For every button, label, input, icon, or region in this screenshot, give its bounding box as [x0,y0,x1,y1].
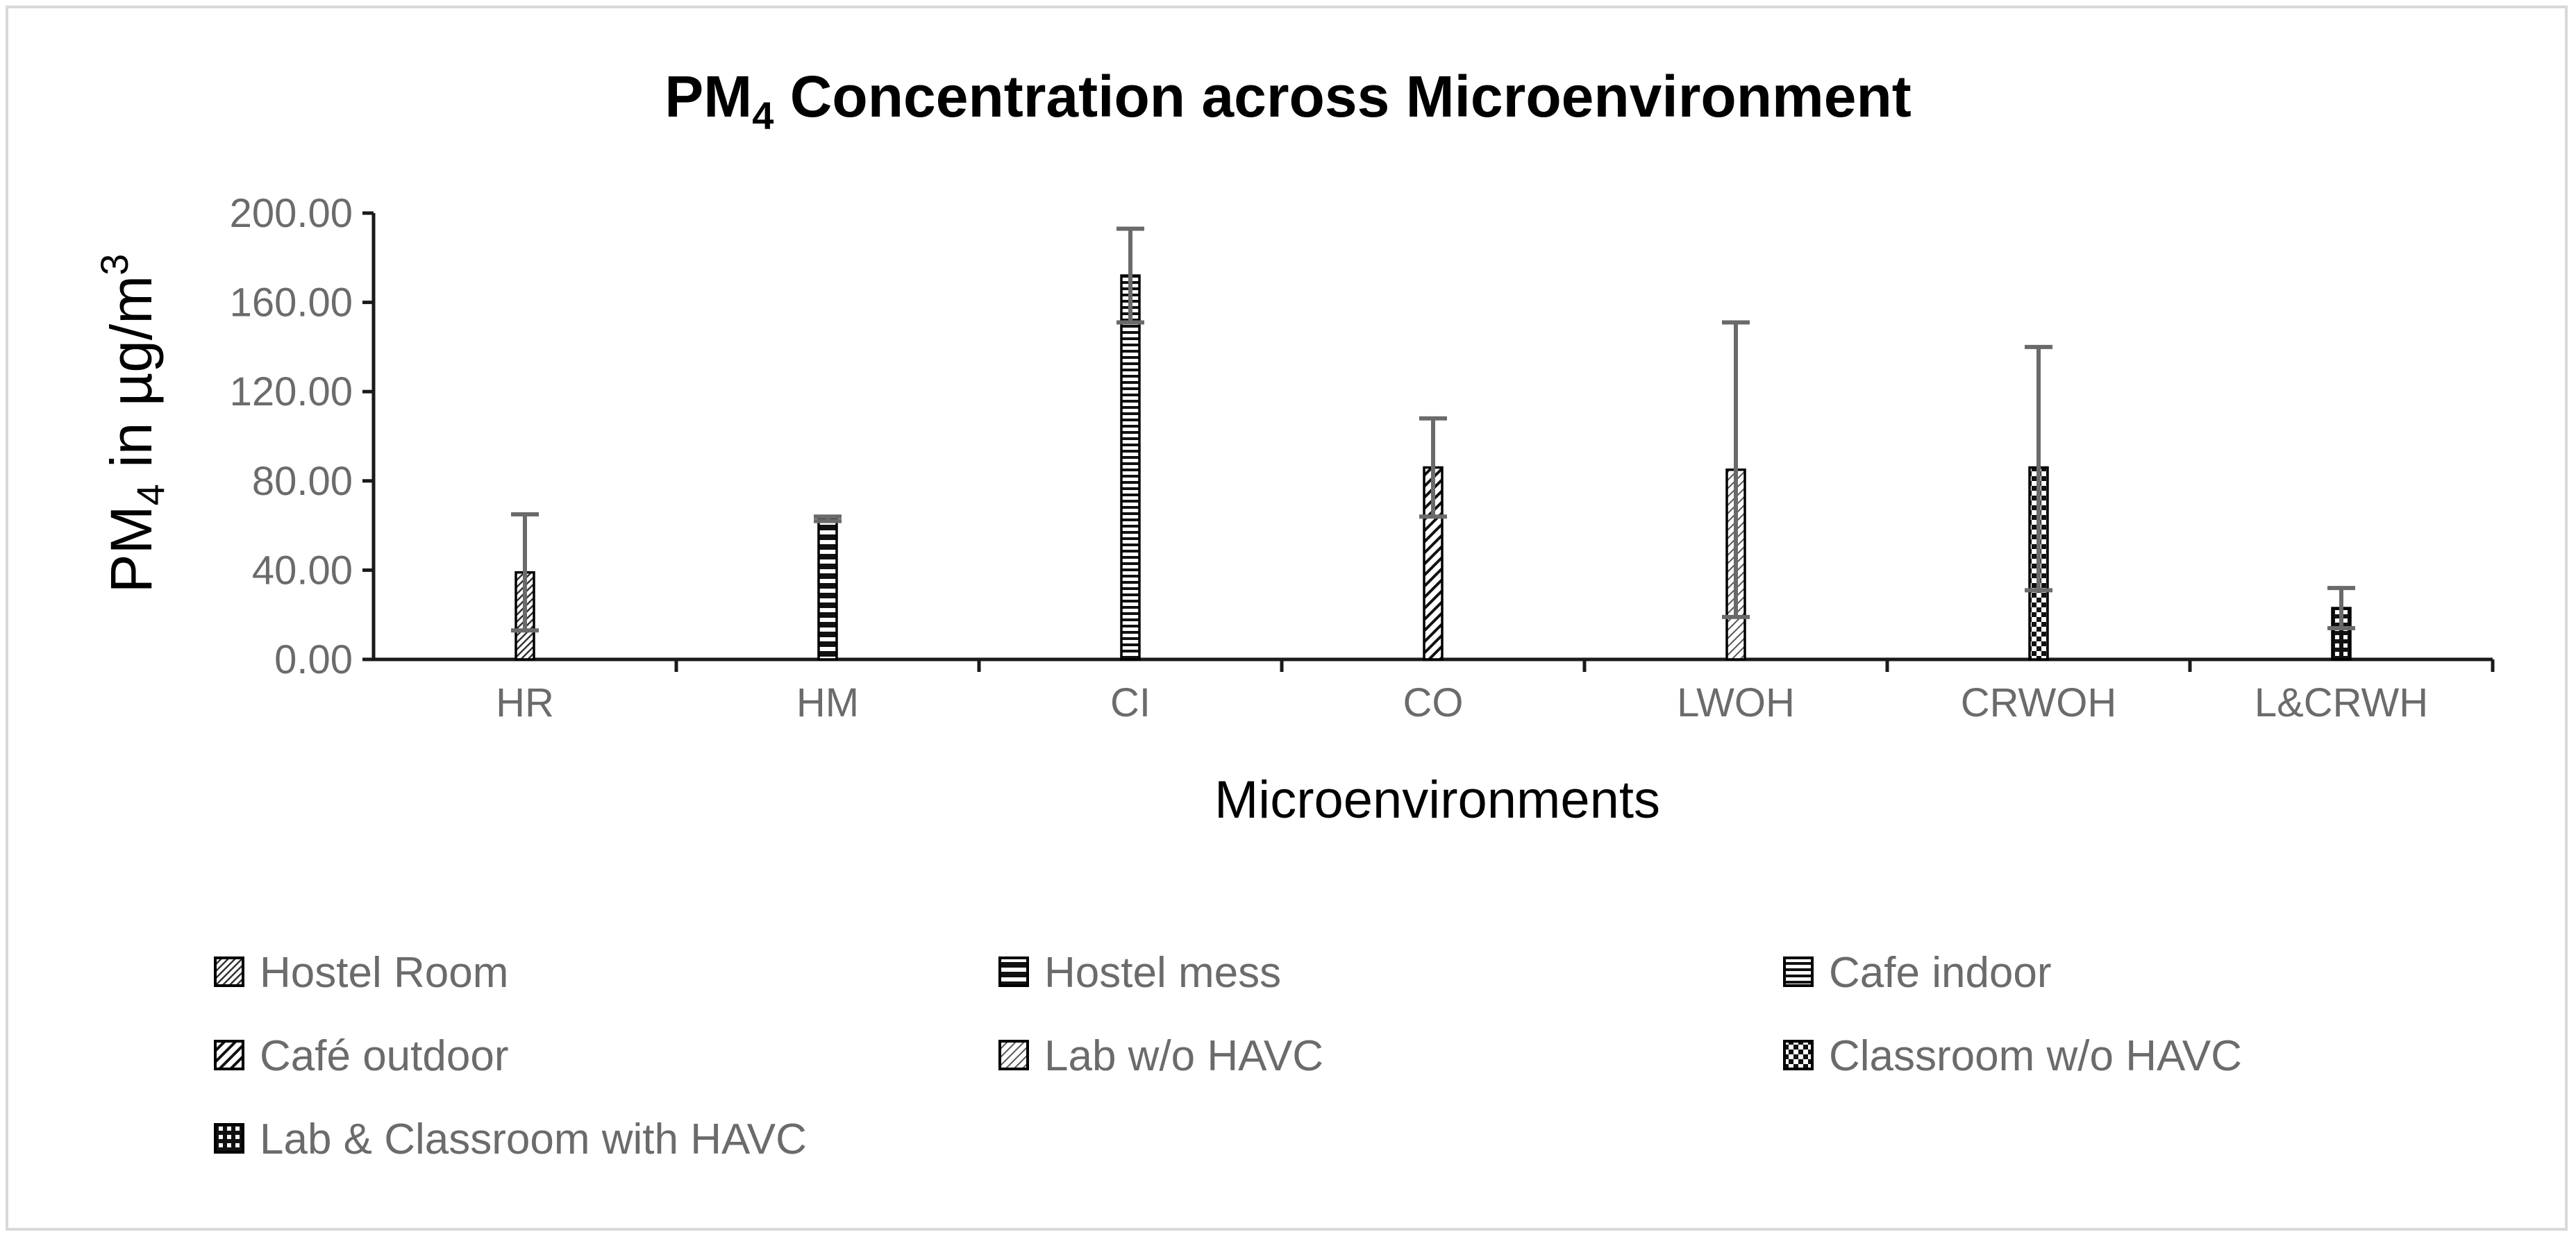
y-ticks: 0.00 40.00 80.00 120.00 160.00 200.00 [230,191,374,682]
legend-label: Lab w/o HAVC [1044,1032,1323,1080]
x-tick-label: HM [796,680,859,725]
y-tick-label: 160.00 [230,280,353,326]
error-bars [511,226,2355,633]
y-axis-label-main: PM [99,505,164,593]
legend-swatch [1783,956,1814,987]
x-tick-label: HR [496,680,554,725]
y-tick-label: 120.00 [230,369,353,414]
legend: Hostel Room Hostel mess Cafe indoor Café ou… [214,949,2242,1163]
legend-swatch [998,956,1029,987]
x-tick-label: L&CRWH [2255,680,2428,725]
x-tick-label: LWOH [1677,680,1795,725]
y-axis-label-subscript: 4 [128,484,172,505]
x-tick-label: CO [1403,680,1464,725]
y-tick-label: 0.00 [274,637,353,682]
chart-title: PM4 Concentration across Microenvironmen… [664,64,1911,137]
legend-label: Hostel mess [1044,949,1281,997]
y-axis-label-superscript: 3 [92,254,136,276]
legend-label: Café outdoor [260,1032,508,1080]
y-tick-label: 40.00 [252,548,353,593]
x-axis-label: Microenvironments [1214,770,1660,829]
bar [1120,274,1141,661]
chart-title-main: PM [664,64,752,129]
y-tick-label: 200.00 [230,191,353,236]
legend-swatch [1783,1040,1814,1070]
x-ticks: HR HM CI CO LWOH CRWOH L&CRWH [496,659,2495,725]
legend-swatch [214,1040,244,1070]
chart-title-rest: Concentration across Microenvironment [773,64,1911,129]
y-tick-label: 80.00 [252,459,353,504]
y-axis-label: PM4 in µg/m3 [92,254,172,593]
bar [817,517,838,661]
x-tick-label: CI [1110,680,1151,725]
y-axis-label-unit: in µg/m [99,276,164,484]
legend-label: Hostel Room [260,949,508,997]
chart-frame [6,6,2568,1231]
legend-swatch [214,1123,244,1154]
legend-label: Classroom w/o HAVC [1829,1032,2242,1080]
legend-label: Lab & Classroom with HAVC [260,1115,807,1163]
legend-swatch [998,1040,1029,1070]
legend-label: Cafe indoor [1829,949,2052,997]
chart-title-subscript: 4 [752,94,773,137]
legend-swatch [214,956,244,987]
x-tick-label: CRWOH [1961,680,2116,725]
